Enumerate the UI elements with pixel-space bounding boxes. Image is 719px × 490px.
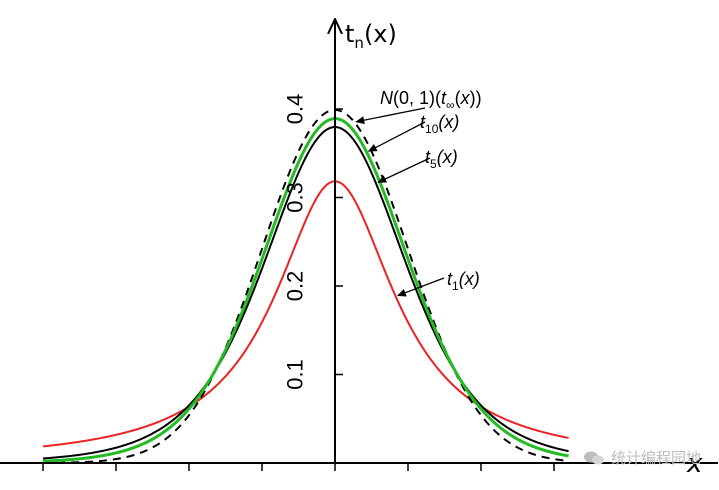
- series-line-t1: [42, 180, 569, 448]
- y-tick-label: 0.4: [283, 94, 308, 125]
- annotation-arrow: [367, 121, 426, 152]
- x-axis-title: x: [686, 449, 703, 479]
- annotation-label: t5(x): [425, 147, 458, 171]
- y-axis-title: tn(x): [345, 20, 397, 52]
- wechat-icon: [583, 450, 605, 466]
- annotation-arrow: [377, 157, 431, 183]
- annotation-label: t10(x): [420, 112, 459, 136]
- y-tick-label: 0.2: [283, 271, 308, 302]
- y-tick-label: 0.1: [283, 359, 308, 390]
- watermark-text: 统计编程园地: [610, 449, 701, 467]
- annotation-arrow: [396, 277, 445, 297]
- annotation-label: N(0, 1)(t∞(x)): [380, 88, 482, 112]
- watermark: 统计编程园地: [583, 447, 701, 468]
- series-line-t10: [42, 117, 569, 463]
- annotation-arrow: [355, 107, 426, 125]
- series-line-t5: [42, 126, 569, 460]
- series-line-normal: [42, 108, 569, 464]
- annotation-label: t1(x): [447, 269, 480, 293]
- y-tick-label: 0.3: [283, 182, 308, 213]
